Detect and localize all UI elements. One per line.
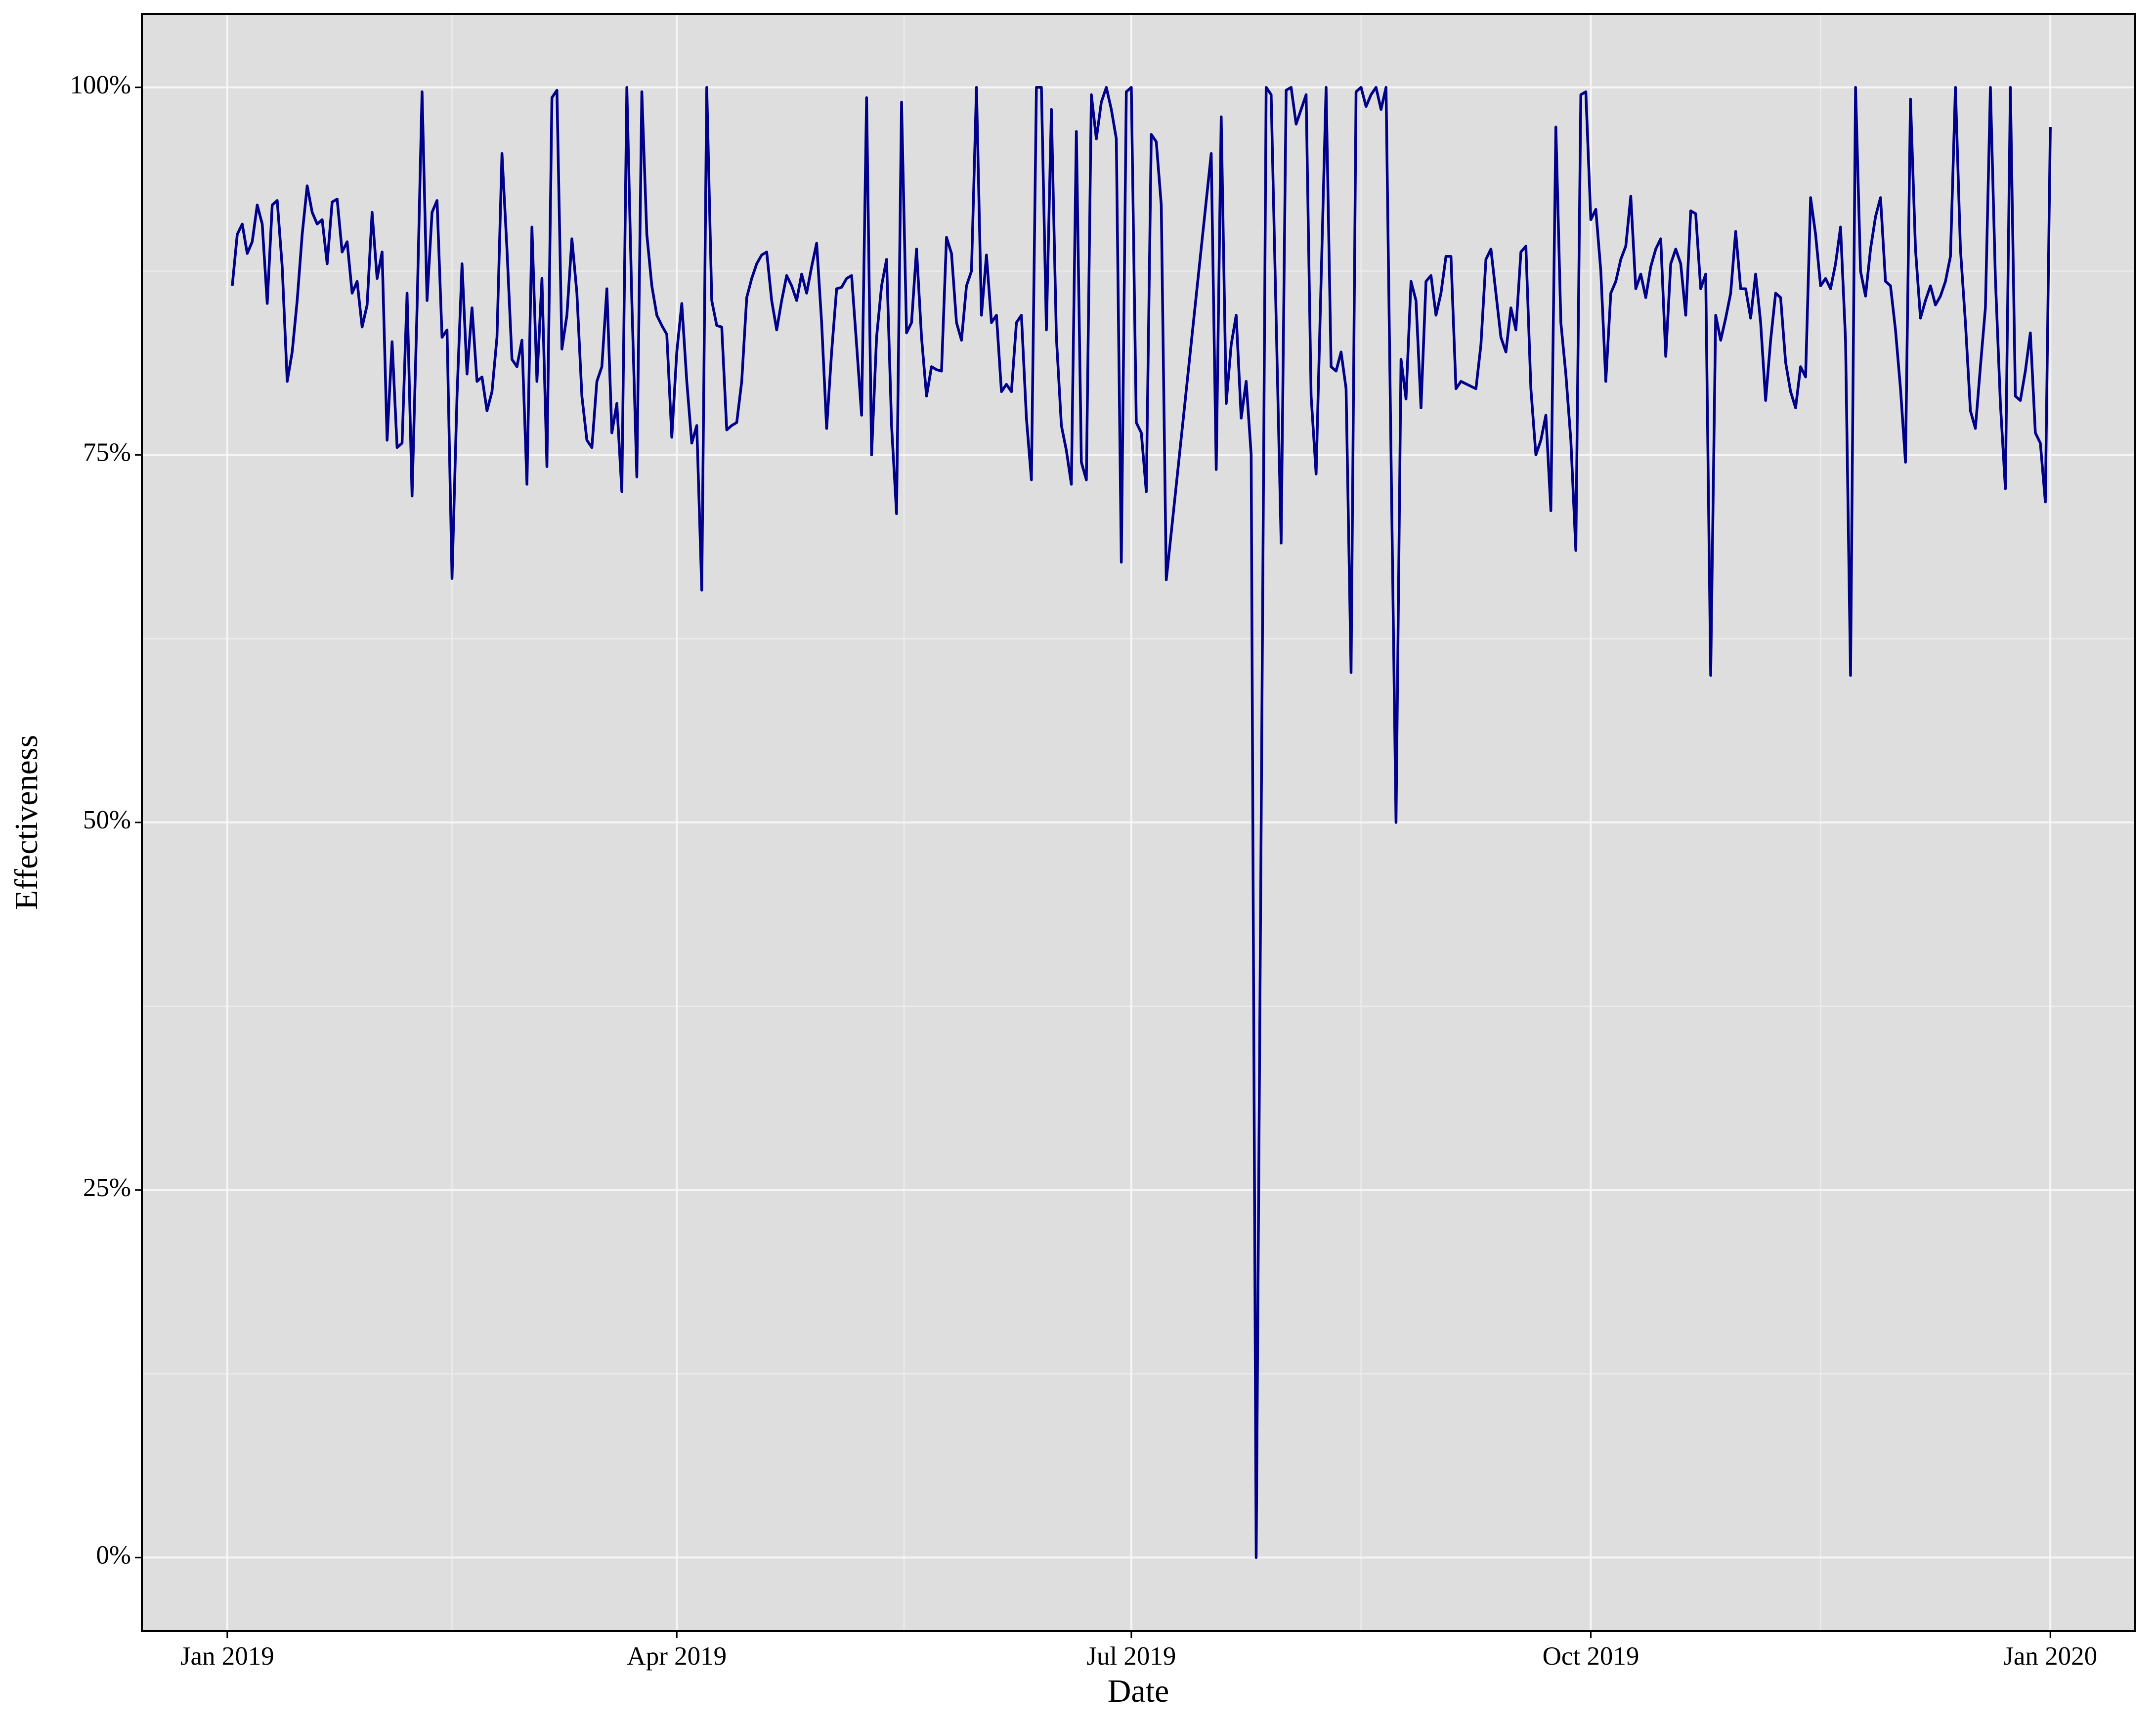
series [231,86,2052,1559]
y-tick-label: 25% [83,1173,131,1202]
data-line [231,86,2052,1559]
x-axis-title: Date [1108,1673,1169,1709]
x-tick-label: Jan 2019 [180,1642,274,1671]
x-tick-label: Jul 2019 [1086,1642,1176,1671]
y-tick-label: 50% [83,806,131,834]
axes: 0% 25% 50% 75% 100% Jan 2019 Apr 2019 Jul 2019 O… [70,71,2097,1671]
x-tick-label: Jan 2020 [2003,1642,2097,1671]
x-tick-label: Oct 2019 [1543,1642,1639,1671]
x-tick-label: Apr 2019 [627,1642,727,1671]
y-tick-label: 0% [96,1541,131,1569]
y-tick-label: 100% [70,71,131,99]
y-tick-label: 75% [83,438,131,467]
y-axis-title: Effectiveness [8,735,44,910]
